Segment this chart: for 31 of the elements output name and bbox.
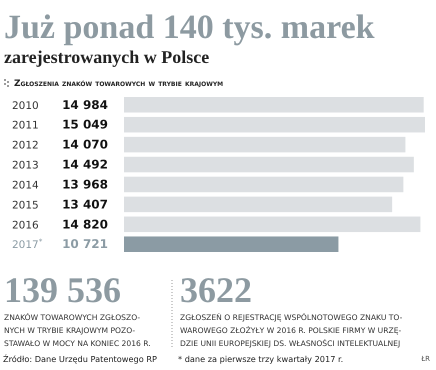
bar <box>124 176 404 192</box>
data-label: 15 049 <box>62 118 108 132</box>
text: Źródło: Dane Urzędu Patentowego RP <box>3 354 158 364</box>
data-label: 10 721 <box>62 237 108 252</box>
y-tick-label: 2016 <box>12 219 40 232</box>
chart-title: Już ponad 140 tys. marek <box>4 9 375 46</box>
bar <box>124 156 414 172</box>
data-label: 14 820 <box>62 217 108 232</box>
text: 139 536 <box>4 270 121 310</box>
bar <box>124 236 338 252</box>
data-label: 13 968 <box>62 177 108 192</box>
data-label: 13 407 <box>62 197 108 212</box>
data-label: 14 492 <box>62 158 108 172</box>
x-axis-title: Zgłoszenia znaków towarowych w trybie krajowym <box>14 79 224 89</box>
y-tick-label: 2010 <box>12 100 39 112</box>
text: * dane za pierwsze trzy kwartały 2017 r. <box>178 354 344 364</box>
y-tick-label: 2012 <box>12 140 39 152</box>
bar <box>124 216 420 232</box>
bar <box>124 196 392 212</box>
text: 3622 <box>180 270 252 310</box>
y-tick-label: 2015 <box>12 199 39 212</box>
y-tick-label: 2017$^{*}$ <box>12 236 43 252</box>
bar <box>124 116 425 132</box>
data-label: 14 984 <box>62 98 108 112</box>
bar <box>124 136 406 152</box>
y-tick-label: 2013 <box>12 160 39 172</box>
bar <box>124 96 424 113</box>
y-tick-label: 2014 <box>12 179 40 192</box>
data-label: 14 070 <box>62 138 108 152</box>
chart-subtitle: zarejestrowanych w Polsce <box>4 47 210 67</box>
y-tick-label: 2011 <box>12 120 39 132</box>
